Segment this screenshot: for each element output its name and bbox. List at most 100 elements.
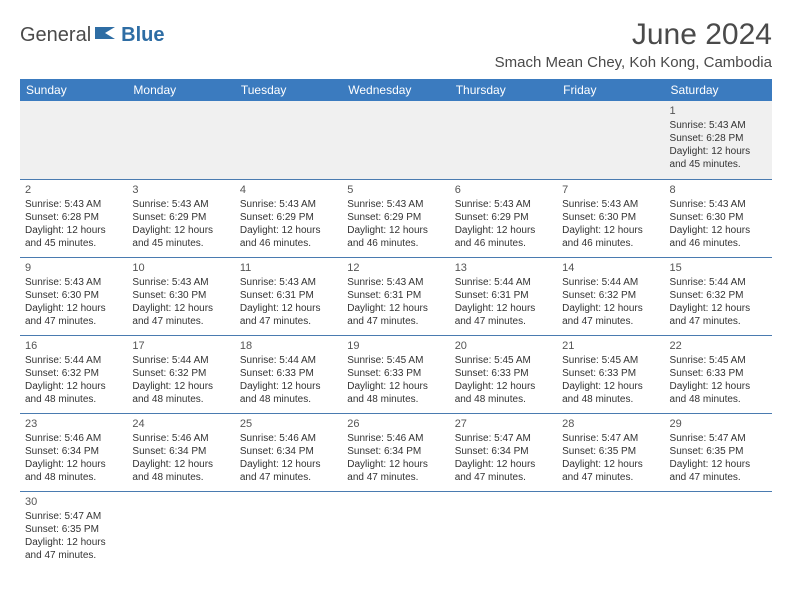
- daylight-line: Daylight: 12 hours and 47 minutes.: [562, 302, 659, 328]
- sunrise-line: Sunrise: 5:43 AM: [347, 198, 444, 211]
- daylight-line: Daylight: 12 hours and 45 minutes.: [670, 145, 767, 171]
- daylight-line: Daylight: 12 hours and 48 minutes.: [132, 380, 229, 406]
- sunrise-line: Sunrise: 5:46 AM: [347, 432, 444, 445]
- sunrise-line: Sunrise: 5:47 AM: [455, 432, 552, 445]
- sunset-line: Sunset: 6:32 PM: [670, 289, 767, 302]
- sunrise-line: Sunrise: 5:46 AM: [25, 432, 122, 445]
- calendar-day-cell: 27Sunrise: 5:47 AMSunset: 6:34 PMDayligh…: [450, 413, 557, 491]
- sunrise-line: Sunrise: 5:43 AM: [670, 198, 767, 211]
- sunrise-line: Sunrise: 5:45 AM: [562, 354, 659, 367]
- day-number: 17: [132, 339, 229, 353]
- calendar-empty-cell: [20, 101, 127, 179]
- daylight-line: Daylight: 12 hours and 47 minutes.: [25, 536, 122, 562]
- calendar-day-cell: 28Sunrise: 5:47 AMSunset: 6:35 PMDayligh…: [557, 413, 664, 491]
- sunset-line: Sunset: 6:33 PM: [455, 367, 552, 380]
- calendar-day-cell: 22Sunrise: 5:45 AMSunset: 6:33 PMDayligh…: [665, 335, 772, 413]
- day-number: 27: [455, 417, 552, 431]
- sunset-line: Sunset: 6:28 PM: [25, 211, 122, 224]
- sunset-line: Sunset: 6:28 PM: [670, 132, 767, 145]
- calendar-day-cell: 5Sunrise: 5:43 AMSunset: 6:29 PMDaylight…: [342, 179, 449, 257]
- daylight-line: Daylight: 12 hours and 48 minutes.: [455, 380, 552, 406]
- calendar-empty-cell: [342, 491, 449, 569]
- calendar-week-row: 2Sunrise: 5:43 AMSunset: 6:28 PMDaylight…: [20, 179, 772, 257]
- daylight-line: Daylight: 12 hours and 47 minutes.: [132, 302, 229, 328]
- day-number: 5: [347, 183, 444, 197]
- sunset-line: Sunset: 6:34 PM: [347, 445, 444, 458]
- day-number: 1: [670, 104, 767, 118]
- day-number: 12: [347, 261, 444, 275]
- sunrise-line: Sunrise: 5:43 AM: [347, 276, 444, 289]
- sunset-line: Sunset: 6:30 PM: [562, 211, 659, 224]
- daylight-line: Daylight: 12 hours and 45 minutes.: [132, 224, 229, 250]
- daylight-line: Daylight: 12 hours and 45 minutes.: [25, 224, 122, 250]
- calendar-week-row: 1Sunrise: 5:43 AMSunset: 6:28 PMDaylight…: [20, 101, 772, 179]
- day-number: 19: [347, 339, 444, 353]
- sunrise-line: Sunrise: 5:45 AM: [670, 354, 767, 367]
- daylight-line: Daylight: 12 hours and 46 minutes.: [670, 224, 767, 250]
- daylight-line: Daylight: 12 hours and 46 minutes.: [347, 224, 444, 250]
- day-number: 3: [132, 183, 229, 197]
- daylight-line: Daylight: 12 hours and 47 minutes.: [455, 458, 552, 484]
- sunset-line: Sunset: 6:35 PM: [670, 445, 767, 458]
- day-number: 4: [240, 183, 337, 197]
- sunrise-line: Sunrise: 5:45 AM: [455, 354, 552, 367]
- daylight-line: Daylight: 12 hours and 47 minutes.: [347, 458, 444, 484]
- sunrise-line: Sunrise: 5:44 AM: [132, 354, 229, 367]
- sunrise-line: Sunrise: 5:43 AM: [240, 276, 337, 289]
- calendar-week-row: 23Sunrise: 5:46 AMSunset: 6:34 PMDayligh…: [20, 413, 772, 491]
- daylight-line: Daylight: 12 hours and 47 minutes.: [347, 302, 444, 328]
- calendar-empty-cell: [557, 491, 664, 569]
- calendar-day-cell: 3Sunrise: 5:43 AMSunset: 6:29 PMDaylight…: [127, 179, 234, 257]
- sunrise-line: Sunrise: 5:43 AM: [240, 198, 337, 211]
- sunset-line: Sunset: 6:29 PM: [347, 211, 444, 224]
- daylight-line: Daylight: 12 hours and 47 minutes.: [670, 458, 767, 484]
- day-number: 11: [240, 261, 337, 275]
- weekday-header: Tuesday: [235, 79, 342, 101]
- calendar-day-cell: 6Sunrise: 5:43 AMSunset: 6:29 PMDaylight…: [450, 179, 557, 257]
- daylight-line: Daylight: 12 hours and 47 minutes.: [670, 302, 767, 328]
- sunset-line: Sunset: 6:34 PM: [132, 445, 229, 458]
- daylight-line: Daylight: 12 hours and 47 minutes.: [240, 302, 337, 328]
- daylight-line: Daylight: 12 hours and 47 minutes.: [240, 458, 337, 484]
- sunset-line: Sunset: 6:31 PM: [455, 289, 552, 302]
- calendar-day-cell: 9Sunrise: 5:43 AMSunset: 6:30 PMDaylight…: [20, 257, 127, 335]
- calendar-day-cell: 7Sunrise: 5:43 AMSunset: 6:30 PMDaylight…: [557, 179, 664, 257]
- calendar-empty-cell: [127, 491, 234, 569]
- daylight-line: Daylight: 12 hours and 48 minutes.: [670, 380, 767, 406]
- calendar-day-cell: 19Sunrise: 5:45 AMSunset: 6:33 PMDayligh…: [342, 335, 449, 413]
- calendar-day-cell: 12Sunrise: 5:43 AMSunset: 6:31 PMDayligh…: [342, 257, 449, 335]
- sunrise-line: Sunrise: 5:43 AM: [25, 276, 122, 289]
- sunset-line: Sunset: 6:33 PM: [347, 367, 444, 380]
- calendar-day-cell: 23Sunrise: 5:46 AMSunset: 6:34 PMDayligh…: [20, 413, 127, 491]
- calendar-empty-cell: [235, 491, 342, 569]
- day-number: 14: [562, 261, 659, 275]
- daylight-line: Daylight: 12 hours and 48 minutes.: [347, 380, 444, 406]
- sunrise-line: Sunrise: 5:44 AM: [455, 276, 552, 289]
- sunset-line: Sunset: 6:30 PM: [670, 211, 767, 224]
- calendar-day-cell: 29Sunrise: 5:47 AMSunset: 6:35 PMDayligh…: [665, 413, 772, 491]
- weekday-header: Saturday: [665, 79, 772, 101]
- sunrise-line: Sunrise: 5:44 AM: [25, 354, 122, 367]
- sunrise-line: Sunrise: 5:47 AM: [562, 432, 659, 445]
- calendar-empty-cell: [342, 101, 449, 179]
- day-number: 20: [455, 339, 552, 353]
- sunset-line: Sunset: 6:35 PM: [562, 445, 659, 458]
- calendar-day-cell: 17Sunrise: 5:44 AMSunset: 6:32 PMDayligh…: [127, 335, 234, 413]
- sunset-line: Sunset: 6:30 PM: [25, 289, 122, 302]
- header-row: General Blue June 2024 Smach Mean Chey, …: [20, 18, 772, 71]
- sunrise-line: Sunrise: 5:44 AM: [562, 276, 659, 289]
- flag-icon: [95, 24, 117, 47]
- calendar-week-row: 16Sunrise: 5:44 AMSunset: 6:32 PMDayligh…: [20, 335, 772, 413]
- sunrise-line: Sunrise: 5:43 AM: [132, 198, 229, 211]
- sunset-line: Sunset: 6:33 PM: [562, 367, 659, 380]
- sunrise-line: Sunrise: 5:43 AM: [132, 276, 229, 289]
- sunset-line: Sunset: 6:35 PM: [25, 523, 122, 536]
- day-number: 6: [455, 183, 552, 197]
- daylight-line: Daylight: 12 hours and 47 minutes.: [562, 458, 659, 484]
- calendar-empty-cell: [450, 101, 557, 179]
- weekday-header: Wednesday: [342, 79, 449, 101]
- sunrise-line: Sunrise: 5:43 AM: [562, 198, 659, 211]
- weekday-header: Sunday: [20, 79, 127, 101]
- calendar-table: SundayMondayTuesdayWednesdayThursdayFrid…: [20, 79, 772, 569]
- daylight-line: Daylight: 12 hours and 48 minutes.: [240, 380, 337, 406]
